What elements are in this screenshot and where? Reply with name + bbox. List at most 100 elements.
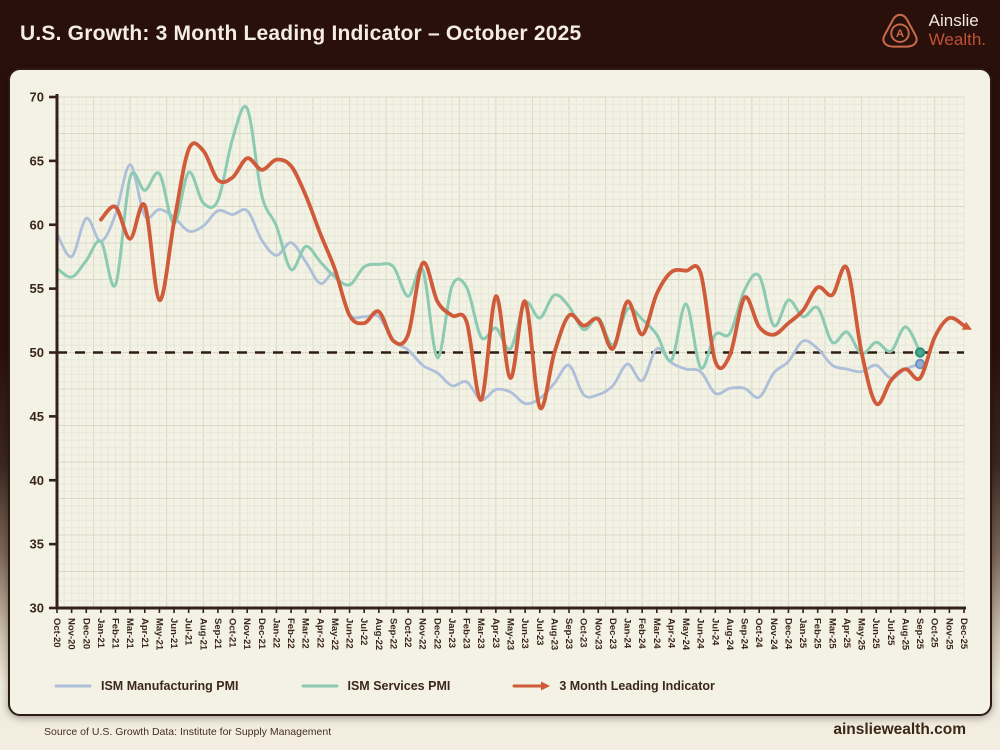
x-tick-label: Jun-23: [519, 618, 530, 649]
end-dot-ism-services-pmi: [914, 347, 926, 358]
x-tick-label: Feb-23: [461, 618, 472, 649]
x-tick-label: Sep-24: [739, 618, 750, 650]
x-tick-label: Jun-24: [695, 618, 706, 649]
x-tick-label: Dec-20: [80, 618, 91, 649]
x-tick-label: Apr-22: [314, 618, 325, 648]
x-tick-label: Aug-22: [373, 618, 384, 650]
x-tick-label: Sep-21: [212, 618, 223, 650]
x-tick-label: Mar-24: [651, 618, 662, 649]
x-tick-label: Sep-22: [387, 618, 398, 649]
x-tick-label: Oct-24: [753, 618, 764, 648]
y-tick-label: 35: [30, 537, 44, 552]
legend-swatch-3-month-leading-indicator: [512, 681, 551, 691]
x-tick-label: May-24: [680, 618, 691, 651]
x-tick-label: Nov-25: [943, 618, 954, 650]
legend-swatch-ism-manufacturing-pmi: [54, 684, 92, 688]
x-tick-label: Mar-21: [124, 618, 135, 649]
x-tick-label: Jul-21: [183, 618, 194, 646]
x-tick-label: Feb-21: [110, 618, 121, 649]
x-tick-label: Apr-23: [490, 618, 501, 648]
x-tick-label: Mar-25: [826, 618, 837, 649]
y-tick-label: 40: [30, 473, 44, 488]
x-tick-label: Nov-20: [66, 618, 77, 650]
x-tick-label: Mar-22: [300, 618, 311, 649]
series-3-month-leading-indicator: [99, 141, 966, 411]
axes: 70 65 60 55 50 45 40 35 30 Oct-20 Nov-20 Dec-20 Jan-…: [30, 90, 969, 651]
x-tick-label: Feb-24: [636, 618, 647, 649]
x-tick-label: Dec-25: [958, 618, 969, 650]
page-title: U.S. Growth: 3 Month Leading Indicator –…: [20, 22, 582, 45]
x-tick-label: Oct-25: [929, 618, 940, 648]
x-tick-label: Dec-21: [256, 618, 267, 650]
x-tick-label: Jul-22: [358, 618, 369, 645]
x-tick-label: Dec-22: [431, 618, 442, 649]
x-tick-label: Jun-22: [344, 618, 355, 649]
x-tick-label: Apr-21: [139, 618, 150, 649]
y-tick-label: 60: [30, 217, 44, 232]
x-tick-label: Nov-22: [417, 618, 428, 650]
brand-logo: A Ainslie Wealth.: [879, 10, 986, 52]
x-tick-label: Feb-25: [812, 618, 823, 649]
x-tick-label: Nov-21: [241, 618, 252, 650]
legend-label-ism-manufacturing-pmi: ISM Manufacturing PMI: [101, 679, 239, 693]
x-tick-label: Aug-23: [548, 618, 559, 650]
y-tick-label: 65: [30, 153, 44, 168]
legend-item-ism-services-pmi: ISM Services PMI: [301, 679, 451, 693]
x-tick-label: Jul-25: [885, 618, 896, 646]
ainslie-logo-icon: A: [882, 13, 918, 48]
y-tick-label: 55: [30, 281, 44, 296]
legend-label-ism-services-pmi: ISM Services PMI: [347, 679, 451, 693]
x-tick-label: May-25: [856, 618, 867, 651]
brand-name: Ainslie: [928, 11, 979, 31]
x-tick-label: Dec-23: [607, 618, 618, 649]
x-tick-label: Apr-25: [841, 618, 852, 649]
x-tick-label: Aug-24: [724, 618, 735, 651]
x-tick-label: Oct-22: [402, 618, 413, 648]
header-bar: U.S. Growth: 3 Month Leading Indicator –…: [0, 0, 1000, 68]
x-tick-label: Dec-24: [782, 618, 793, 650]
x-tick-label: Aug-21: [197, 618, 208, 651]
series-ism-manufacturing-pmi: [55, 163, 922, 406]
x-tick-label: Nov-23: [592, 618, 603, 650]
legend-swatch-ism-services-pmi: [301, 684, 338, 688]
series-ism-services-pmi: [55, 104, 922, 370]
x-tick-label: Sep-23: [563, 618, 574, 649]
footer-website: ainsliewealth.com: [833, 721, 966, 738]
x-tick-label: Jan-25: [797, 618, 808, 649]
x-tick-label: Oct-21: [227, 618, 238, 648]
x-tick-label: Jan-22: [270, 618, 281, 648]
x-tick-label: Jun-25: [870, 618, 881, 649]
x-tick-label: May-21: [153, 618, 164, 651]
x-tick-label: Apr-24: [665, 618, 676, 649]
brand-text: Ainslie Wealth.: [929, 12, 986, 49]
chart-legend: ISM Manufacturing PMI ISM Services PMI 3 M…: [54, 676, 715, 696]
x-tick-label: May-23: [505, 618, 516, 650]
x-tick-label: Oct-23: [578, 618, 589, 648]
legend-label-3-month-leading-indicator: 3 Month Leading Indicator: [559, 679, 715, 693]
footer-source-note: Source of U.S. Growth Data: Institute fo…: [44, 726, 332, 738]
x-tick-label: Jul-23: [534, 618, 545, 645]
chart-canvas: 70 65 60 55 50 45 40 35 30 Oct-20 Nov-20 Dec-20 Jan-…: [30, 90, 972, 651]
svg-text:A: A: [896, 28, 904, 40]
y-tick-label: 70: [30, 90, 44, 105]
brand-suffix: Wealth.: [928, 30, 986, 49]
x-tick-label: Feb-22: [285, 618, 296, 649]
x-tick-label: Jun-21: [168, 618, 179, 649]
y-tick-label: 50: [30, 345, 44, 360]
x-tick-label: Mar-23: [475, 618, 486, 649]
legend-item-ism-manufacturing-pmi: ISM Manufacturing PMI: [54, 679, 239, 693]
end-arrow-3-month-leading-indicator: [961, 321, 972, 330]
y-tick-label: 30: [30, 601, 44, 616]
x-tick-label: Jul-24: [709, 618, 720, 646]
x-tick-label: Jan-23: [446, 618, 457, 648]
x-tick-label: Nov-24: [768, 618, 779, 650]
x-tick-label: Jan-24: [622, 618, 633, 649]
x-tick-label: May-22: [329, 618, 340, 650]
x-tick-label: Sep-25: [914, 618, 925, 650]
x-tick-label: Aug-25: [899, 618, 910, 651]
x-tick-label: Oct-20: [51, 618, 62, 648]
x-tick-label: Jan-21: [95, 618, 106, 649]
legend-item-3-month-leading-indicator: 3 Month Leading Indicator: [512, 679, 715, 693]
y-tick-label: 45: [30, 409, 44, 424]
